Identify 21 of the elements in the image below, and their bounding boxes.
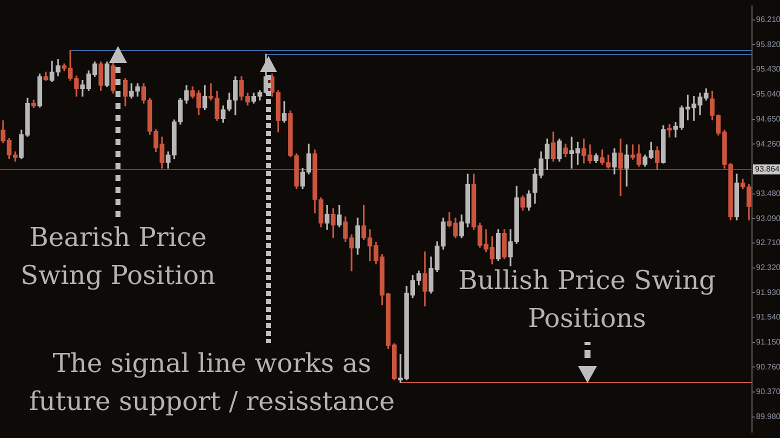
y-tick-label: 91.930 — [756, 288, 780, 297]
y-tick-label: 95.040 — [756, 90, 780, 99]
y-tick-label: 94.260 — [756, 139, 780, 148]
annotation: The signal line works as future support / resisstance — [28, 348, 396, 419]
y-tick-label: 95.820 — [756, 40, 780, 49]
y-tick-label: 96.210 — [756, 15, 780, 24]
y-tick-label: 90.760 — [756, 362, 780, 372]
y-tick-label: 90.370 — [756, 387, 780, 396]
y-tick-label: 89.980 — [756, 412, 780, 422]
annotation: Bullish Price Swing Positions — [457, 265, 717, 336]
y-tick-label: 92.710 — [756, 238, 780, 248]
y-tick-label: 95.430 — [756, 64, 780, 74]
y-tick-label: 91.150 — [756, 338, 780, 347]
ref-line-label: 93.864 — [755, 164, 780, 174]
y-tick-label: 92.320 — [756, 262, 780, 272]
annotation: Bearish Price Swing Position — [20, 222, 216, 293]
y-tick-label: 93.090 — [756, 214, 780, 223]
y-tick-label: 91.540 — [756, 312, 780, 322]
y-tick-label: 94.650 — [756, 114, 780, 124]
y-tick-label: 93.480 — [756, 189, 780, 198]
candlestick — [667, 124, 672, 138]
